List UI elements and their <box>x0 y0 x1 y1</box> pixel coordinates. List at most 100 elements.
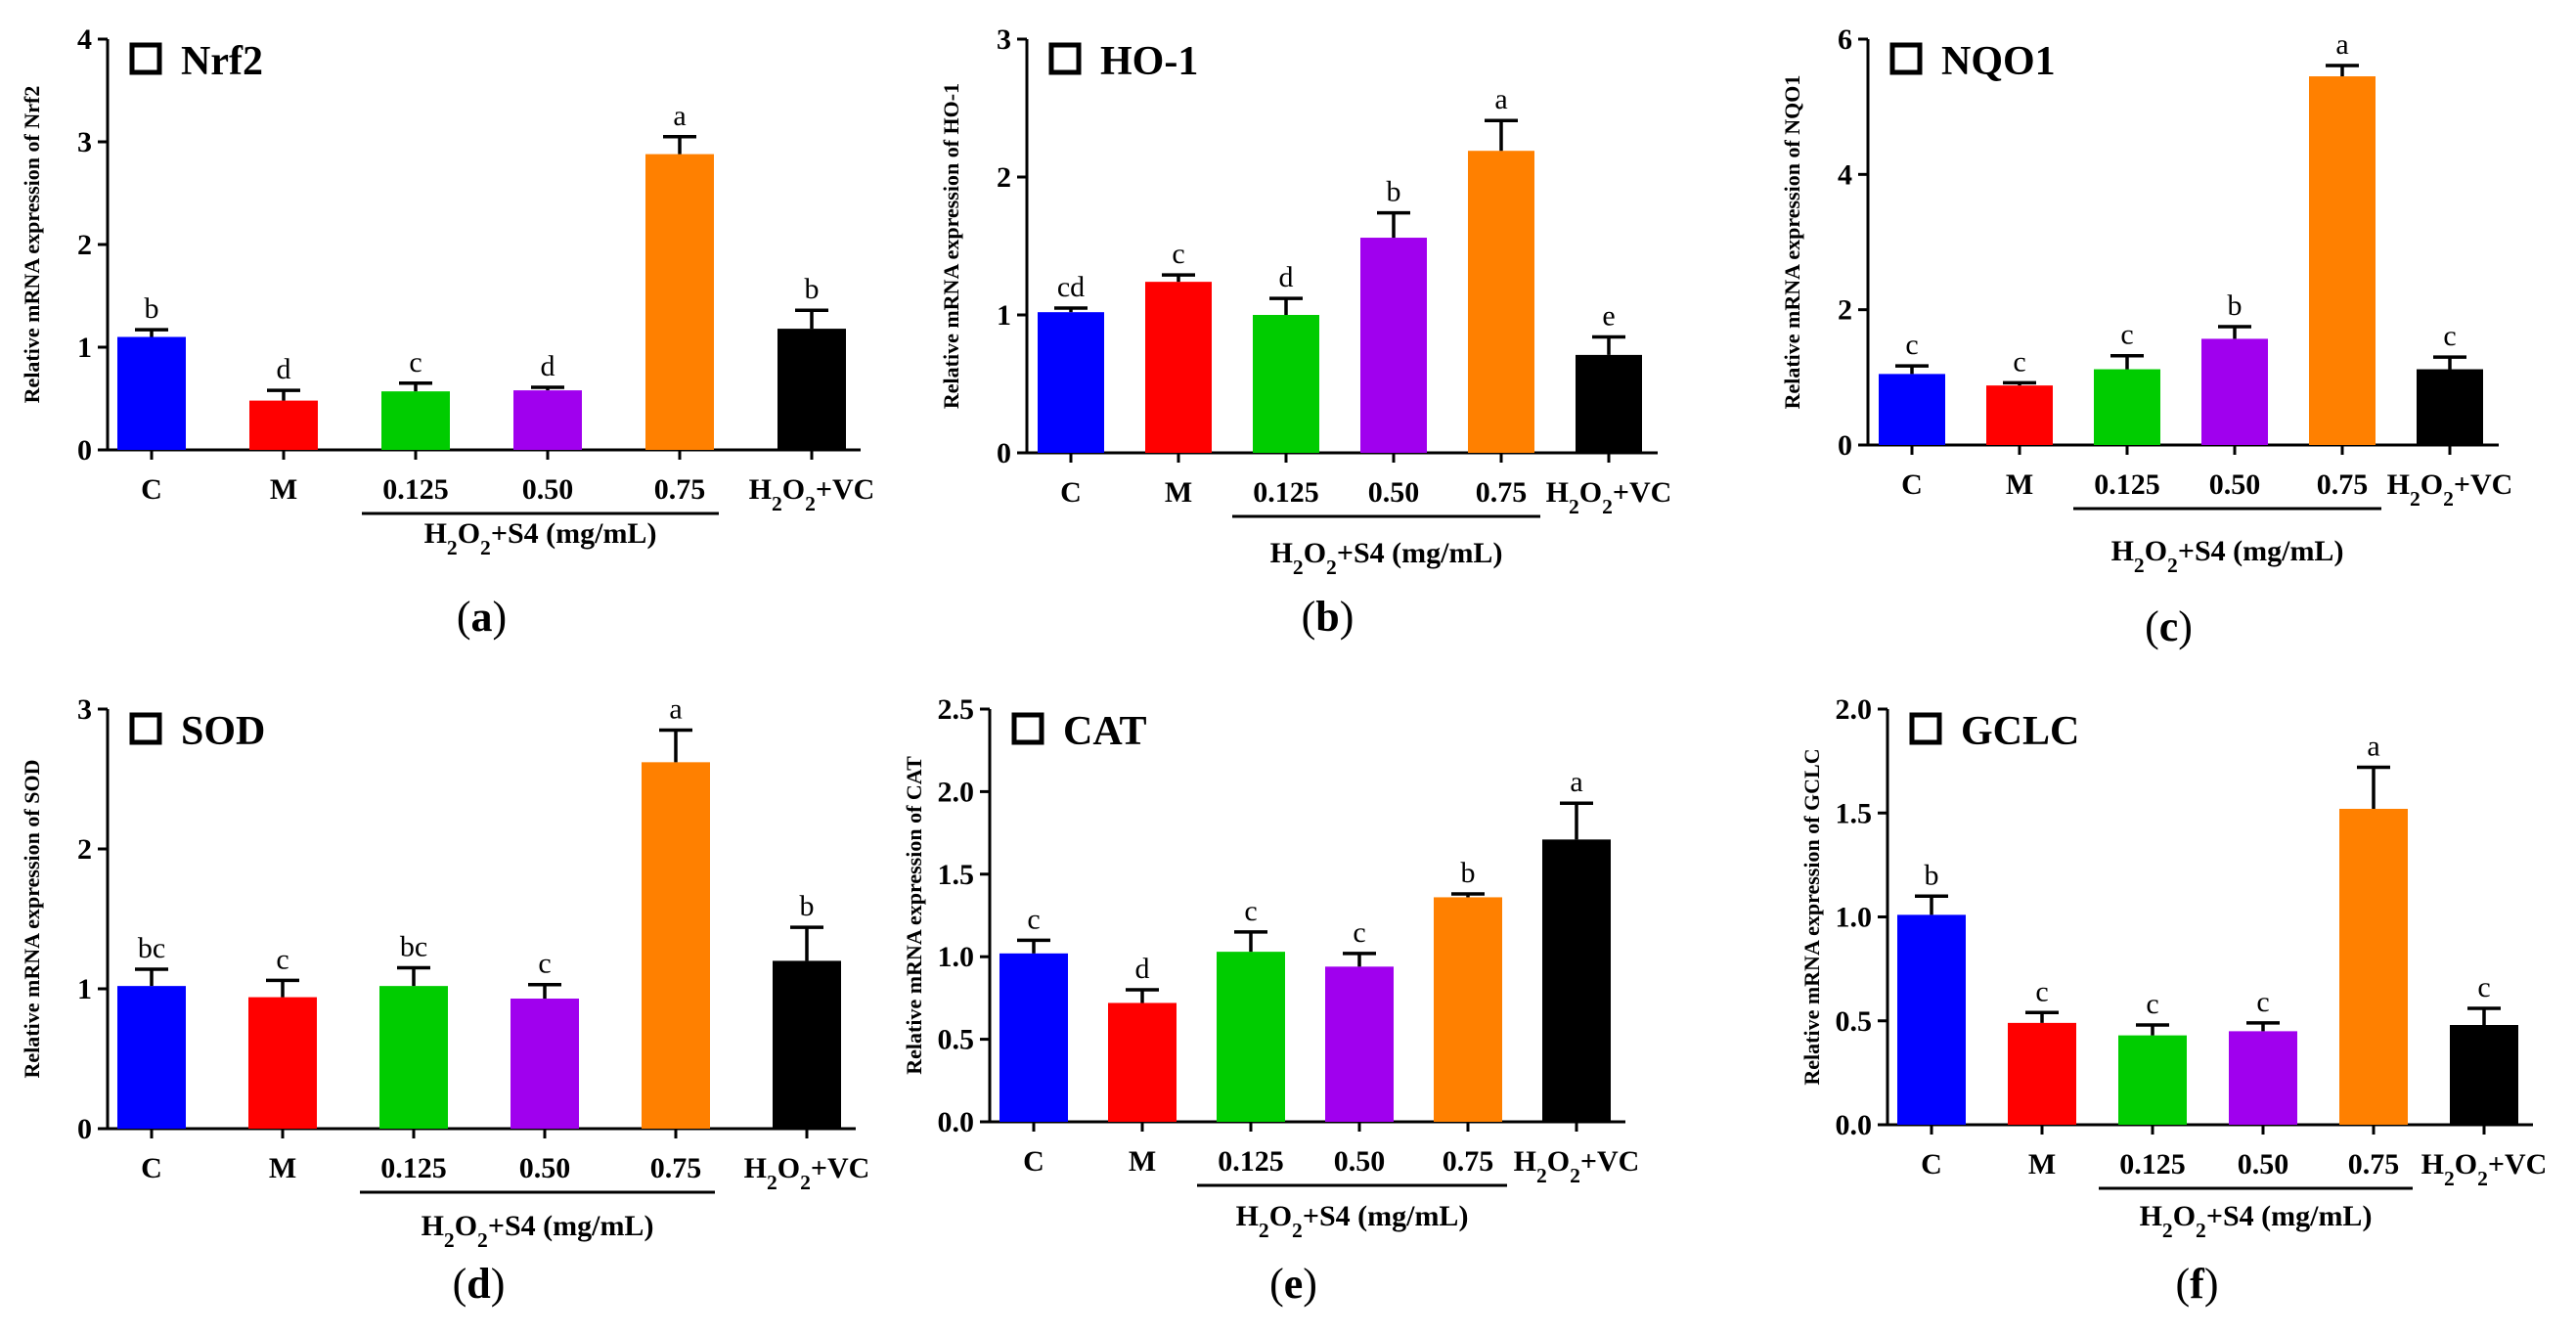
gene-title: CAT <box>1063 709 1147 754</box>
x-category-label: 0.50 <box>2209 468 2261 501</box>
x-category-label: C <box>1901 468 1923 501</box>
gene-title: NQO1 <box>1941 39 2056 84</box>
significance-letter: d <box>1135 953 1150 985</box>
group-label: H2O2+S4 (mg/mL) <box>1236 1200 1469 1242</box>
bar-h2o2-vc <box>773 960 841 1129</box>
legend-box-icon <box>1048 42 1082 75</box>
bar-c <box>1038 312 1104 453</box>
x-category-label: C <box>141 473 162 506</box>
legend-box-icon <box>1889 42 1923 75</box>
y-tick-label: 6 <box>1838 23 1852 56</box>
legend-box-icon <box>1909 712 1942 745</box>
bar-h2o2-vc <box>777 329 846 450</box>
bar-0-125 <box>2118 1035 2187 1125</box>
x-category-label: 0.75 <box>654 473 706 506</box>
bar-0-50 <box>511 999 579 1129</box>
bar-0-75 <box>2339 809 2408 1125</box>
y-tick-label: 1 <box>997 299 1011 332</box>
y-tick-label: 2 <box>997 161 1011 194</box>
y-tick-label: 2 <box>77 833 92 866</box>
legend-box-icon <box>129 42 162 75</box>
panel-label: (a) <box>457 593 507 641</box>
significance-letter: a <box>669 692 682 725</box>
bar-m <box>249 400 318 450</box>
group-label: H2O2+S4 (mg/mL) <box>2111 535 2344 577</box>
y-tick-label: 2 <box>77 229 92 261</box>
significance-letter: cd <box>1057 271 1085 303</box>
bar-0-50 <box>513 390 582 450</box>
significance-letter: c <box>276 943 289 975</box>
bar-0-50 <box>2229 1031 2297 1125</box>
y-tick-label: 1.5 <box>938 859 975 891</box>
y-tick-label: 1 <box>77 332 92 364</box>
bar-0-125 <box>2094 369 2160 445</box>
bar-m <box>1986 385 2053 445</box>
significance-letter: b <box>2228 289 2243 322</box>
x-category-label: 0.125 <box>2119 1148 2186 1180</box>
bar-0-125 <box>1217 952 1285 1122</box>
y-tick-label: 4 <box>1838 158 1852 191</box>
y-tick-label: 3 <box>997 23 1011 56</box>
y-tick-label: 1.5 <box>1836 797 1873 829</box>
x-category-label: M <box>269 1152 296 1184</box>
y-tick-label: 1.0 <box>938 941 975 973</box>
bar-c <box>117 986 186 1129</box>
x-category-label: 0.50 <box>2238 1148 2289 1180</box>
y-tick-label: 0 <box>77 434 92 467</box>
significance-letter: bc <box>400 931 427 963</box>
y-axis-label: Relative mRNA expression of HO-1 <box>939 83 963 409</box>
significance-letter: c <box>2477 971 2490 1003</box>
bar-c <box>117 336 186 450</box>
y-axis-label: Relative mRNA expression of NQO1 <box>1780 75 1804 410</box>
group-label: H2O2+S4 (mg/mL) <box>2140 1200 2373 1242</box>
y-tick-label: 3 <box>77 693 92 726</box>
panel-label: (e) <box>1269 1260 1317 1308</box>
x-category-label: 0.50 <box>1368 476 1420 509</box>
panel-label: (c) <box>2145 602 2193 650</box>
bar-0-125 <box>1253 315 1319 453</box>
y-axis-label: Relative mRNA expression of GCLC <box>1799 748 1824 1085</box>
bar-0-75 <box>645 154 714 450</box>
y-tick-label: 0 <box>77 1113 92 1145</box>
significance-letter: b <box>145 292 159 325</box>
y-tick-label: 0.0 <box>938 1106 975 1138</box>
panel-label: (f) <box>2176 1260 2219 1308</box>
x-category-label: C <box>1023 1145 1044 1178</box>
panel-label: (d) <box>453 1260 506 1308</box>
significance-letter: a <box>1494 83 1507 115</box>
bar-c <box>1879 374 1945 445</box>
bar-m <box>1108 1002 1177 1122</box>
x-category-label: 0.125 <box>380 1152 447 1184</box>
group-label: H2O2+S4 (mg/mL) <box>1270 537 1503 579</box>
chart-panel-cat: 0.0 0.5 1.0 1.5 2.0 2.5 Relative mRNA expressi… <box>902 693 1639 1308</box>
bar-h2o2-vc <box>2450 1025 2518 1125</box>
bar-m <box>248 997 317 1129</box>
y-tick-label: 1.0 <box>1836 902 1873 934</box>
y-tick-label: 0 <box>1838 429 1852 462</box>
group-label: H2O2+S4 (mg/mL) <box>422 1210 654 1252</box>
bar-0-75 <box>1434 897 1502 1122</box>
bar-0-50 <box>1325 966 1394 1122</box>
significance-letter: c <box>1027 903 1040 935</box>
y-tick-label: 0 <box>997 437 1011 469</box>
x-category-label: M <box>1165 476 1192 509</box>
x-category-label: H2O2+VC <box>744 1152 870 1194</box>
bar-h2o2-vc <box>2417 369 2483 445</box>
x-category-label: 0.50 <box>522 473 574 506</box>
significance-letter: a <box>1570 766 1582 798</box>
y-tick-label: 2 <box>1838 294 1852 327</box>
x-category-label: 0.125 <box>2094 468 2160 501</box>
significance-letter: d <box>541 350 555 382</box>
x-category-label: 0.125 <box>1253 476 1319 509</box>
bar-m <box>2008 1022 2076 1125</box>
chart-panel-nqo1: 0 2 4 6 Relative mRNA expression of NQO1 NQO1… <box>1780 23 2512 650</box>
chart-panel-nrf2: 0 1 2 3 4 Relative mRNA expression of Nrf2 Nrf… <box>20 23 874 641</box>
x-category-label: 0.125 <box>382 473 449 506</box>
significance-letter: d <box>277 353 291 385</box>
significance-letter: c <box>2013 345 2025 378</box>
bar-0-75 <box>642 762 710 1129</box>
significance-letter: c <box>2120 319 2133 351</box>
x-category-label: H2O2+VC <box>2387 468 2513 511</box>
x-category-label: M <box>1129 1145 1156 1178</box>
